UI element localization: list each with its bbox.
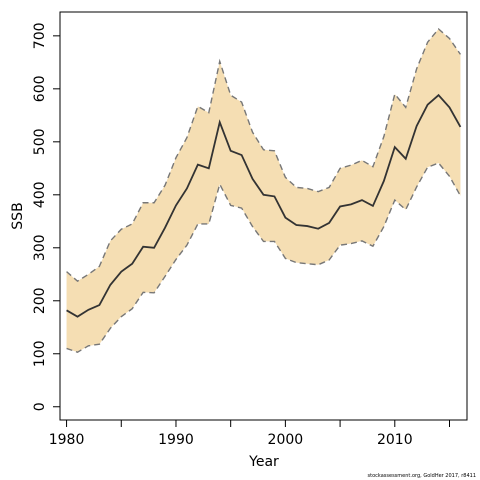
y-tick-label: 0 xyxy=(32,402,48,411)
x-tick-label: 1980 xyxy=(49,432,85,448)
x-tick-label: 1990 xyxy=(158,432,194,448)
credit-text: stockassessment.org, GoldHer 2017, r8411 xyxy=(368,473,476,479)
x-tick-label: 2010 xyxy=(377,432,413,448)
y-tick-label: 600 xyxy=(32,75,48,102)
plot-area xyxy=(66,27,462,353)
y-tick-label: 200 xyxy=(32,287,48,314)
y-tick-label: 500 xyxy=(32,128,48,155)
x-axis-title: Year xyxy=(248,454,279,470)
confidence-band xyxy=(66,28,461,353)
y-tick-label: 100 xyxy=(32,340,48,367)
y-axis: 0 100 200 300 400 500 600 700 xyxy=(32,22,61,411)
y-axis-title: SSB xyxy=(10,202,26,229)
x-axis: 1980 1990 2000 2010 xyxy=(49,419,450,448)
lower-bound-line xyxy=(66,162,462,353)
upper-bound-line xyxy=(66,27,462,283)
x-tick-label: 2000 xyxy=(268,432,304,448)
y-tick-label: 700 xyxy=(32,22,48,49)
y-tick-label: 300 xyxy=(32,234,48,261)
y-tick-label: 400 xyxy=(32,181,48,208)
ssb-median-line xyxy=(66,93,462,318)
